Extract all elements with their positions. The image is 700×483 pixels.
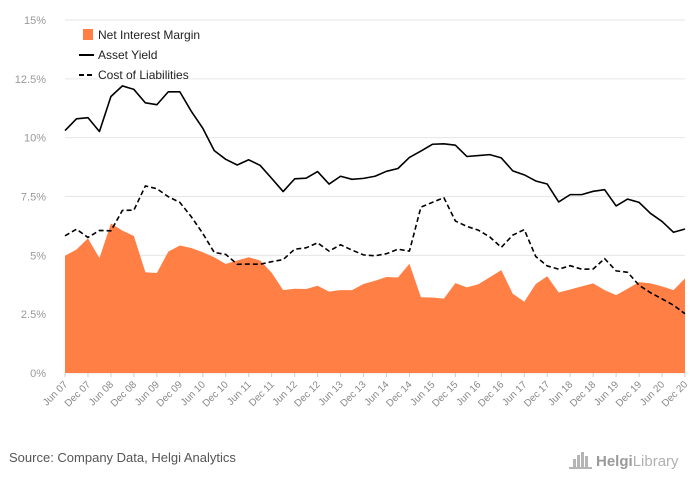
x-tick-label: Dec 09 [155, 379, 185, 409]
x-tick-label: Dec 15 [430, 379, 460, 409]
x-tick-label: Dec 19 [614, 379, 644, 409]
legend-label-net-interest-margin: Net Interest Margin [98, 28, 200, 42]
series-line-cost-of-liabilities [64, 185, 686, 315]
x-tick-label: Dec 18 [568, 379, 598, 409]
source-note: Source: Company Data, Helgi Analytics [9, 450, 236, 465]
helgi-library-logo-icon [569, 452, 592, 469]
brand-logo: HelgiLibrary [569, 452, 679, 470]
y-tick-label: 12.5% [15, 74, 46, 86]
x-tick-label: Dec 07 [63, 379, 93, 409]
y-axis: 0% 2.5% 5% 7.5% 10% 12.5% 15% [15, 15, 46, 380]
y-tick-label: 7.5% [21, 192, 46, 204]
legend: Net Interest Margin Asset Yield Cost of … [79, 28, 200, 82]
brand-name-part2: Library [633, 453, 679, 470]
series-area-net-interest-margin [65, 223, 685, 373]
x-tick-label: Dec 10 [201, 379, 231, 409]
legend-label-asset-yield: Asset Yield [98, 48, 157, 62]
series-layer [64, 85, 686, 373]
series-line-asset-yield [64, 85, 686, 234]
y-tick-label: 0% [30, 368, 46, 380]
x-tick-label: Dec 12 [293, 379, 323, 409]
x-tick-label: Dec 11 [247, 379, 277, 409]
x-tick-label: Dec 20 [660, 379, 690, 409]
legend-label-cost-of-liabilities: Cost of Liabilities [98, 68, 189, 82]
y-tick-label: 5% [30, 250, 46, 262]
x-tick-label: Dec 14 [384, 379, 414, 409]
legend-swatch-net-interest-margin [83, 29, 93, 40]
x-tick-label: Dec 17 [522, 379, 552, 409]
x-tick-label: Dec 13 [338, 379, 368, 409]
y-tick-label: 10% [24, 133, 46, 145]
y-tick-label: 15% [24, 15, 46, 27]
x-tick-label: Dec 08 [109, 379, 139, 409]
brand-name-part1: Helgi [596, 453, 633, 470]
y-tick-label: 2.5% [21, 309, 46, 321]
x-tick-label: Dec 16 [476, 379, 506, 409]
brand-name: HelgiLibrary [596, 453, 679, 470]
